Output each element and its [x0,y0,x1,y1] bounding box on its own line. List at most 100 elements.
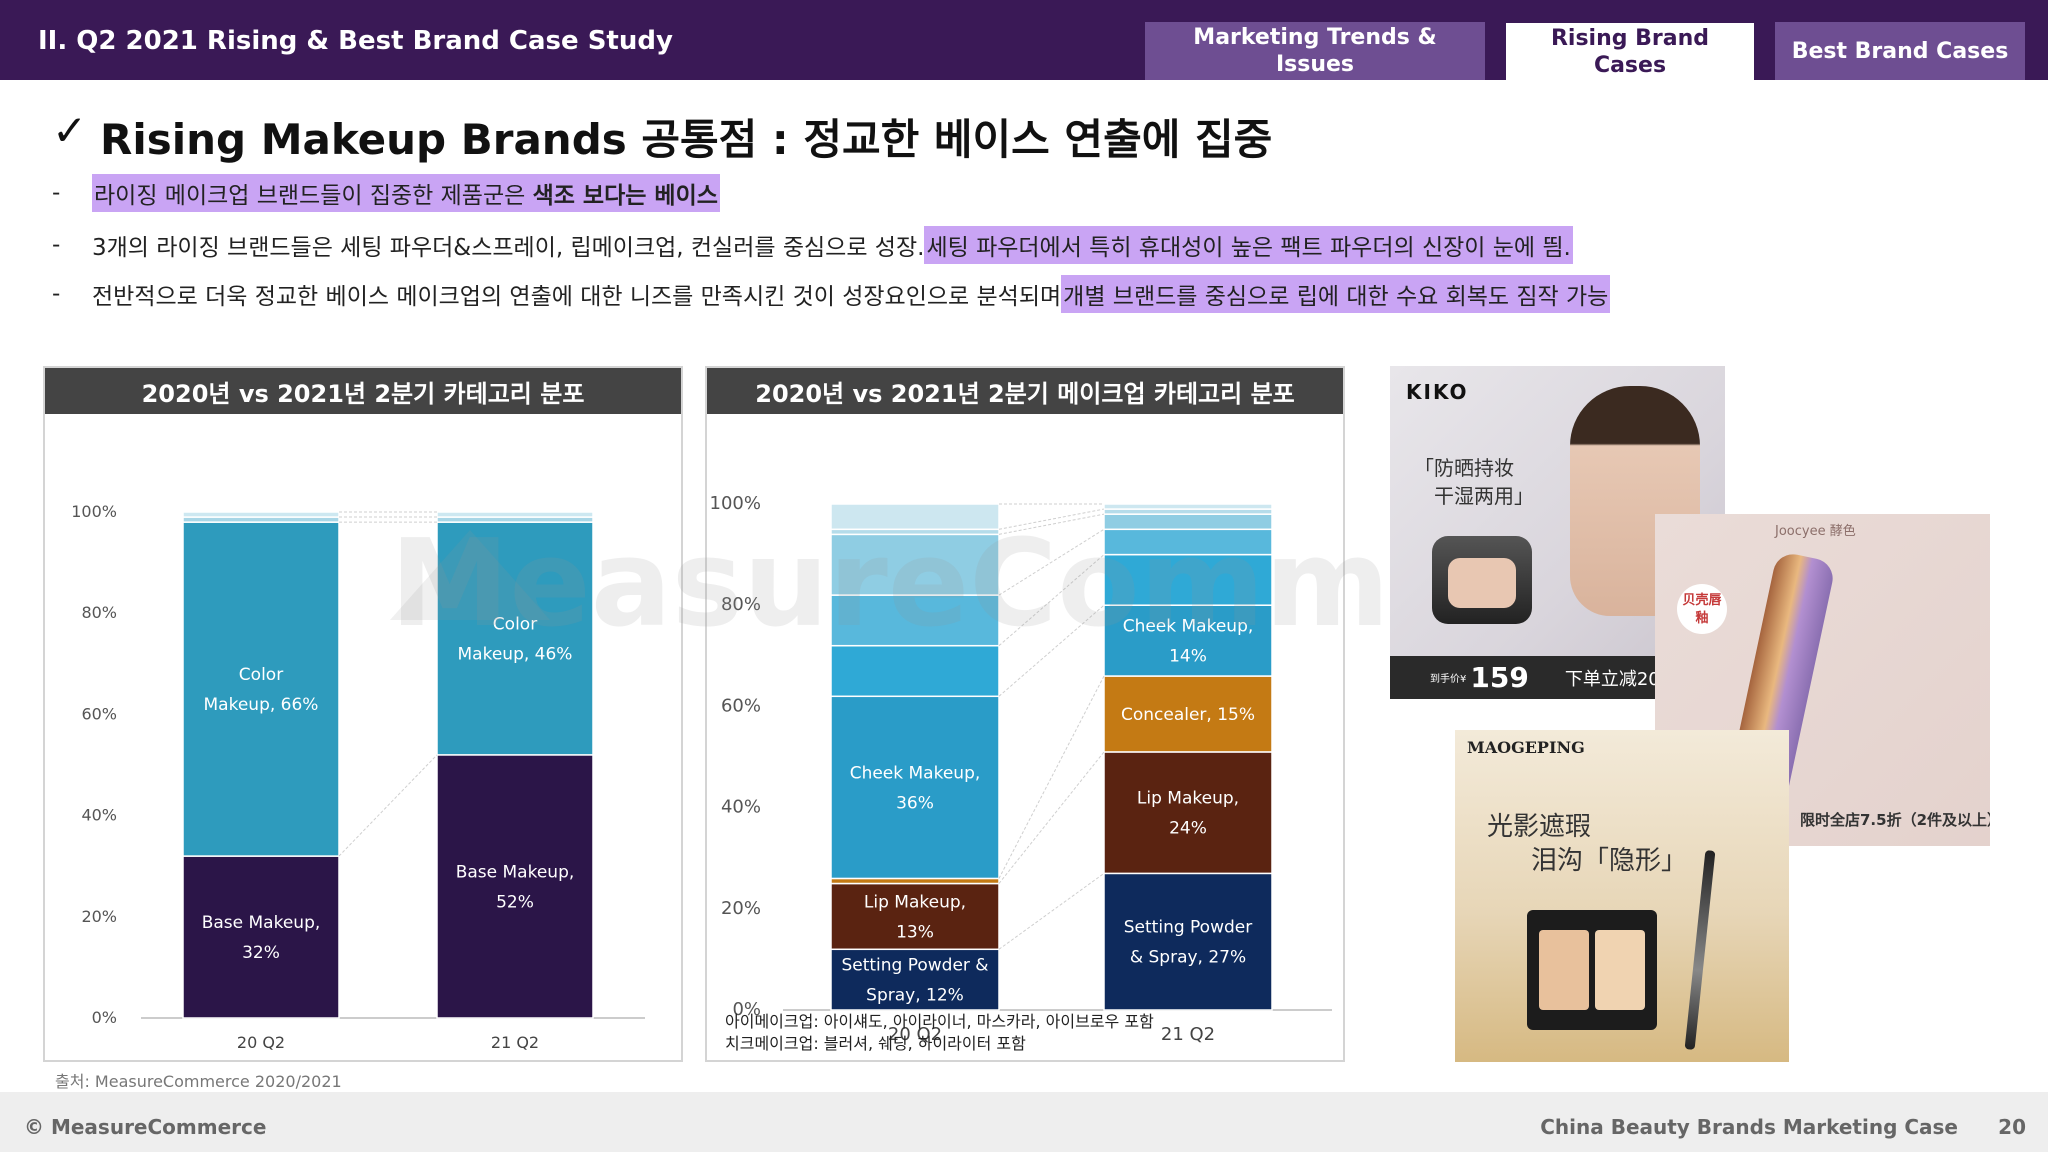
bar-segment [1103,872,1273,1011]
bar-segment [182,516,340,523]
footer-bar [0,1092,2048,1152]
connector-line [998,508,1105,530]
y-tick-label: 80% [81,603,117,622]
tab-marketing-trends[interactable]: Marketing Trends & Issues [1145,22,1485,80]
concealer-pan [1539,930,1589,1010]
bar-segment [1103,508,1273,515]
connector-line [998,604,1105,697]
brush-icon [1684,850,1716,1050]
bullet-1-text: 라이징 메이크업 브랜드들이 집중한 제품군은 색조 보다는 베이스 [92,174,720,212]
bullet-2: - 3개의 라이징 브랜드들은 세팅 파우더&스프레이, 립메이크업, 컨실러를… [52,226,1573,264]
bar-segment [1103,503,1273,510]
kiko-logo: KIKO [1406,380,1469,404]
watermark-logo-icon [390,530,550,620]
bar-segment [830,948,1000,1011]
bar-segment [182,855,340,1019]
joocyee-logo: Joocyee 酵色 [1775,524,1856,539]
category-distribution-chart: 0% 20% 40% 60% 80% 100% Base Makeup, 32% Color Ma… [71,502,645,1052]
y-tick-label: 60% [81,704,117,723]
bullet-2-highlight: 세팅 파우더에서 특히 휴대성이 높은 팩트 파우더의 신장이 눈에 띔. [924,226,1573,264]
bar-segment [436,516,594,523]
bullet-1-bold: 색조 보다는 베이스 [532,183,718,209]
data-label: Spray, 12% [866,986,964,1006]
data-label: 14% [1169,647,1207,667]
check-icon: ✓ [52,106,88,155]
data-label: 24% [1169,819,1207,839]
bar-segment [436,521,594,756]
bar-segment [830,528,1000,536]
bullet-3-text: 전반적으로 더욱 정교한 베이스 메이크업의 연출에 대한 니즈를 만족시킨 것… [92,284,1062,310]
data-label: Lip Makeup, [864,892,966,912]
price-value: 159 [1470,661,1529,694]
data-label: 13% [896,922,934,942]
bullet-2-text: 3개의 라이징 브랜드들은 세팅 파우더&스프레이, 립메이크업, 컨실러를 중… [92,235,925,261]
bar-segment [182,511,340,518]
y-tick-label: 100% [71,502,117,521]
connector-line [998,554,1105,647]
bar-segment [1103,751,1273,875]
maogeping-logo: MAOGEPING [1467,738,1585,757]
x-tick-label: 20 Q2 [888,1024,942,1045]
maogeping-ad-image: MAOGEPING 光影遮瑕 泪沟「隐形」 [1455,730,1789,1062]
x-tick-label: 20 Q2 [237,1033,285,1052]
connector-line [998,528,1105,596]
section-title: II. Q2 2021 Rising & Best Brand Case Stu… [38,26,673,56]
bar-segment [436,511,594,518]
tab-best-brand-cases[interactable]: Best Brand Cases [1775,22,2025,80]
connector-line [998,513,1105,535]
source-note: 출처: MeasureCommerce 2020/2021 [55,1072,342,1091]
data-label: Lip Makeup, [1137,789,1239,809]
data-label: Base Makeup, [202,913,321,933]
bar-segment [436,754,594,1019]
bullet-dash: - [52,180,61,206]
concealer-pan [1595,930,1645,1010]
bar-segment [830,695,1000,880]
connector-line [998,751,1105,884]
y-tick-label: 80% [721,594,761,615]
bar-segment [1103,528,1273,556]
tab-label: Best Brand Cases [1791,38,2009,64]
kiko-tagline: 「防晒持妆干湿两用」 [1414,454,1534,510]
data-label: & Spray, 27% [1130,948,1246,968]
data-label: Base Makeup, [456,862,575,882]
bullet-1: - 라이징 메이크업 브랜드들이 집중한 제품군은 색조 보다는 베이스 [52,174,720,212]
page-headline: Rising Makeup Brands 공통점 : 정교한 베이스 연출에 집… [100,115,1273,164]
y-tick-label: 20% [81,907,117,926]
connector-line [998,675,1105,879]
data-label: Setting Powder [1124,918,1252,938]
discount-text: 下单立减20 [1564,668,1660,690]
kiko-tagline-1: 「防晒持妆 [1414,456,1514,480]
makeup-category-chart: 0% 20% 40% 60% 80% 100% Setting Powder & Spray,… [710,493,1332,1045]
bar-segment [182,521,340,857]
price-label: 到手价¥ [1430,674,1467,685]
page-number: 20 [1998,1115,2026,1139]
chart-title: 2020년 vs 2021년 2분기 카테고리 분포 [45,368,681,414]
data-label: Color [493,615,537,635]
y-tick-label: 40% [81,806,117,825]
joocyee-promo: 限时全店7.5折（2件及以上） [1800,811,1990,829]
y-tick-label: 20% [721,898,761,919]
tab-label: Rising Brand Cases [1550,25,1710,78]
data-label: 36% [896,793,934,813]
y-tick-label: 100% [710,493,761,514]
bar-segment [830,644,1000,698]
y-tick-label: 0% [732,999,761,1020]
connector-line [998,872,1105,950]
data-label: Concealer, 15% [1121,705,1255,725]
bar-segment [1103,513,1273,531]
maogeping-tagline: 光影遮瑕 泪沟「隐形」 [1487,810,1687,878]
footer-copyright: © MeasureCommerce [24,1115,267,1139]
chart-footnote-cheek: 치크메이크업: 블러셔, 쉐딩, 하이라이터 포함 [725,1034,1026,1053]
kiko-tagline-2: 干湿两用」 [1434,484,1534,508]
data-label: Setting Powder & [841,956,988,976]
y-tick-label: 0% [92,1008,117,1027]
tab-rising-brand-cases[interactable]: Rising Brand Cases [1505,22,1755,80]
y-tick-label: 40% [721,797,761,818]
tab-label: Marketing Trends & Issues [1193,25,1437,77]
bar-segment [830,503,1000,531]
data-label: Makeup, 46% [458,645,573,665]
x-tick-label: 21 Q2 [1161,1024,1215,1045]
bullet-dash: - [52,232,61,258]
bar-segment [830,533,1000,596]
y-tick-label: 60% [721,695,761,716]
